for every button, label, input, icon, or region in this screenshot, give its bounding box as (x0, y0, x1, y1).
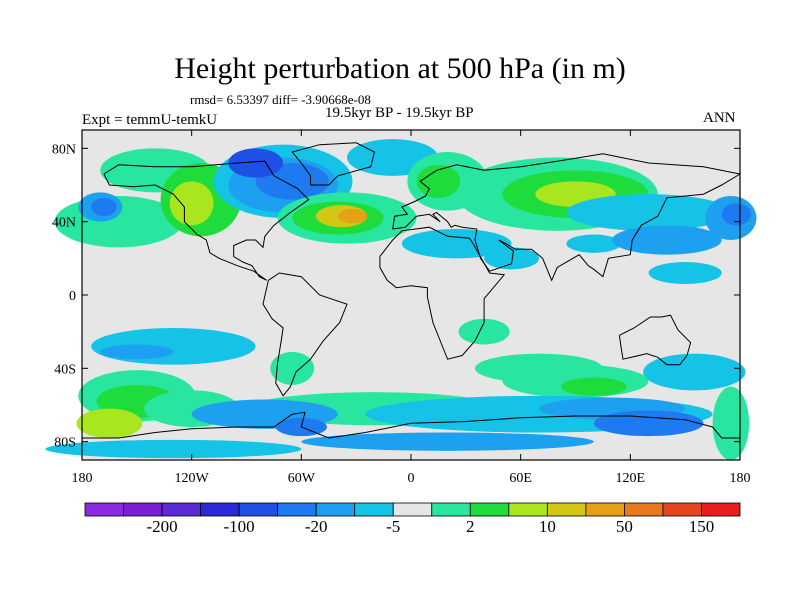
contour-blob (45, 439, 302, 459)
coastline (82, 411, 740, 439)
colorbar-box (277, 502, 317, 517)
colorbar-label: 150 (688, 517, 715, 536)
colorbar-label: -200 (146, 517, 178, 536)
y-tick-label: 80S (54, 436, 76, 451)
colorbar-box (315, 502, 356, 517)
colorbar-label: -5 (386, 517, 401, 536)
contour-blob (458, 318, 510, 345)
contour-blob (560, 377, 627, 396)
contour-blob (337, 208, 368, 224)
colorbar-box (354, 502, 394, 517)
colorbar-box (662, 502, 702, 517)
coastline (379, 226, 506, 360)
colorbar-box (585, 502, 625, 517)
coastlines (82, 142, 742, 439)
x-tick-label: 60W (288, 471, 316, 486)
y-tick-label: 80N (52, 142, 76, 157)
colorbar-label: 2 (466, 517, 475, 536)
colorbar-label: 10 (538, 517, 556, 536)
rmsd-label: rmsd= 6.53397 diff= -3.90668e-08 (190, 92, 371, 107)
contour-blob (76, 408, 143, 439)
colorbar-label: 50 (615, 517, 633, 536)
contour-blob (169, 181, 214, 226)
x-tick-label: 120W (175, 471, 210, 486)
map-axes: 180 120W 60W 0 60E 120E 180 80N 40N 0 40S 80S (52, 130, 751, 486)
colorbar-box (161, 502, 201, 517)
contour-blob (484, 247, 539, 270)
contour-blob (566, 194, 731, 231)
contour-blob (721, 203, 751, 226)
colorbar-box (624, 502, 664, 517)
contour-blob (593, 410, 704, 437)
colorbar-box (392, 502, 433, 517)
colorbar-box (546, 502, 587, 517)
colorbar-box (123, 502, 163, 517)
contour-blob (91, 197, 117, 217)
y-tick-label: 0 (69, 289, 76, 304)
contour-blob (301, 432, 594, 451)
contour-blob (612, 225, 722, 255)
colorbar (84, 502, 741, 517)
contour-blob (643, 353, 746, 391)
x-tick-label: 0 (408, 471, 415, 486)
plot-title: Height perturbation at 500 hPa (in m) (174, 52, 626, 85)
colorbar-box (431, 502, 471, 517)
height-perturbation-field (45, 130, 757, 461)
colorbar-box (469, 502, 510, 517)
coastline (618, 314, 692, 366)
x-tick-label: 60E (509, 471, 532, 486)
contour-blob (712, 386, 750, 461)
coastline (262, 272, 348, 397)
period-label: 19.5kyr BP - 19.5kyr BP (325, 105, 474, 121)
contour-blob (228, 148, 284, 178)
colorbar-box (701, 502, 741, 517)
colorbar-label: -20 (304, 517, 328, 536)
contour-blob (401, 229, 512, 259)
x-tick-label: 180 (72, 471, 93, 486)
x-tick-label: 120E (616, 471, 646, 486)
coastline (392, 153, 742, 282)
colorbar-box (508, 502, 548, 517)
coastline (103, 160, 310, 281)
contour-blob (270, 351, 315, 385)
colorbar-box (200, 502, 240, 517)
colorbar-box (238, 502, 279, 517)
contour-blob (100, 344, 174, 360)
colorbar-label: -100 (223, 517, 255, 536)
contour-blob (648, 262, 722, 284)
y-tick-label: 40S (54, 362, 76, 377)
x-tick-label: 180 (730, 471, 751, 486)
coastline (291, 142, 375, 186)
season-label: ANN (703, 110, 736, 126)
y-tick-label: 40N (52, 216, 76, 231)
contour-blob (416, 164, 461, 198)
colorbar-box (84, 502, 124, 517)
experiment-label: Expt = temmU-temkU (82, 112, 218, 128)
contour-blob (566, 234, 622, 253)
